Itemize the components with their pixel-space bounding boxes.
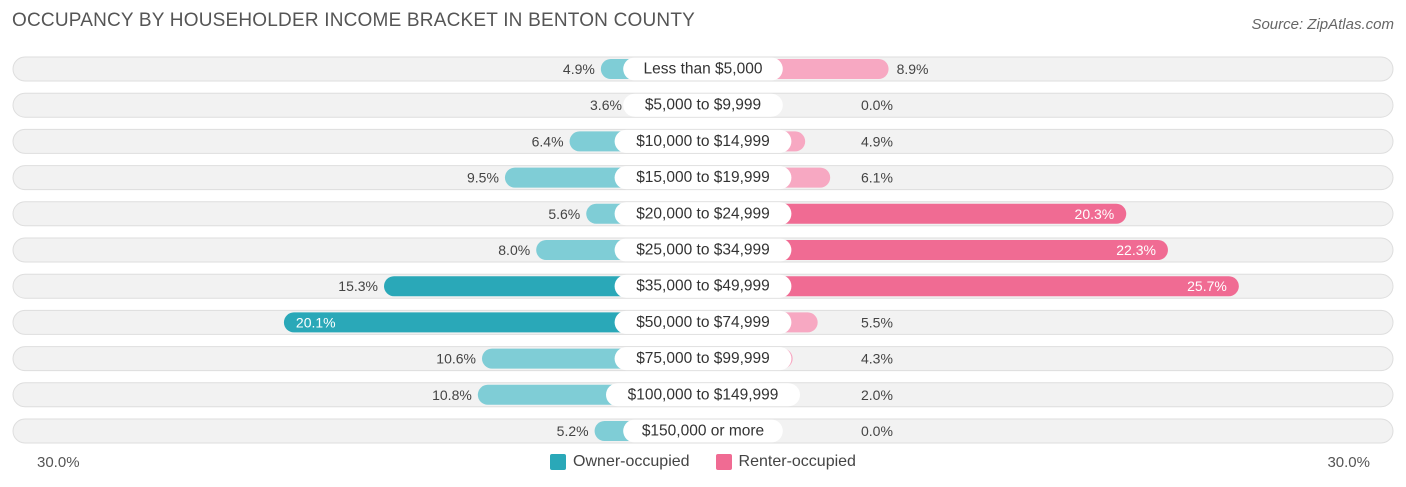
category-pill	[614, 166, 792, 190]
category-pill	[614, 238, 792, 262]
renter-value-label: 4.3%	[861, 351, 893, 367]
owner-value-label: 10.8%	[432, 387, 472, 403]
renter-value-label: 2.0%	[861, 387, 893, 403]
legend: Owner-occupied Renter-occupied	[0, 453, 1406, 471]
renter-bar	[703, 276, 1239, 297]
category-pill	[623, 419, 783, 443]
renter-value-label: 22.3%	[1116, 242, 1156, 258]
renter-value-label: 8.9%	[897, 61, 929, 77]
category-pill	[614, 274, 792, 298]
chart-title: OCCUPANCY BY HOUSEHOLDER INCOME BRACKET …	[12, 10, 696, 31]
legend-item-renter[interactable]: Renter-occupied	[715, 453, 856, 471]
category-label: $50,000 to $74,999	[636, 314, 770, 331]
category-label: $10,000 to $14,999	[636, 133, 770, 150]
category-pill	[614, 310, 792, 334]
category-pill	[606, 383, 800, 407]
owner-value-label: 9.5%	[467, 170, 499, 186]
owner-value-label: 3.6%	[590, 97, 622, 113]
owner-value-label: 6.4%	[532, 133, 564, 149]
renter-value-label: 20.3%	[1075, 206, 1115, 222]
category-label: $75,000 to $99,999	[636, 350, 770, 367]
category-pill	[614, 129, 792, 153]
category-label: $15,000 to $19,999	[636, 169, 770, 186]
legend-item-owner[interactable]: Owner-occupied	[550, 453, 690, 471]
owner-value-label: 10.6%	[436, 351, 476, 367]
renter-value-label: 6.1%	[861, 170, 893, 186]
owner-value-label: 5.6%	[548, 206, 580, 222]
renter-bar	[703, 203, 1127, 224]
category-pill	[614, 202, 792, 226]
renter-value-label: 25.7%	[1187, 278, 1227, 294]
category-label: $35,000 to $49,999	[636, 278, 770, 295]
category-label: $100,000 to $149,999	[628, 386, 779, 403]
category-pill	[614, 347, 792, 371]
renter-bar	[703, 240, 1168, 260]
owner-value-label: 4.9%	[563, 61, 595, 77]
source-credit: Source: ZipAtlas.com	[1251, 16, 1394, 33]
category-label: $150,000 or more	[642, 423, 764, 440]
owner-value-label: 15.3%	[338, 278, 378, 294]
owner-value-label: 8.0%	[498, 242, 530, 258]
renter-value-label: 0.0%	[861, 423, 893, 439]
category-label: $25,000 to $34,999	[636, 242, 770, 259]
renter-value-label: 4.9%	[861, 133, 893, 149]
legend-label-owner: Owner-occupied	[573, 453, 690, 470]
category-pill	[623, 57, 783, 81]
category-label: $5,000 to $9,999	[645, 97, 761, 114]
renter-value-label: 0.0%	[861, 97, 893, 113]
axis-left-label: 30.0%	[37, 454, 80, 471]
axis-right-label: 30.0%	[1327, 454, 1370, 471]
category-pill	[623, 93, 783, 117]
owner-value-label: 20.1%	[296, 314, 336, 330]
legend-label-renter: Renter-occupied	[738, 453, 856, 470]
category-label: $20,000 to $24,999	[636, 205, 770, 222]
legend-swatch-owner	[550, 454, 567, 470]
renter-value-label: 5.5%	[861, 314, 893, 330]
owner-value-label: 5.2%	[557, 423, 589, 439]
legend-swatch-renter	[715, 454, 732, 470]
owner-bar	[283, 312, 703, 333]
category-label: Less than $5,000	[644, 61, 763, 78]
